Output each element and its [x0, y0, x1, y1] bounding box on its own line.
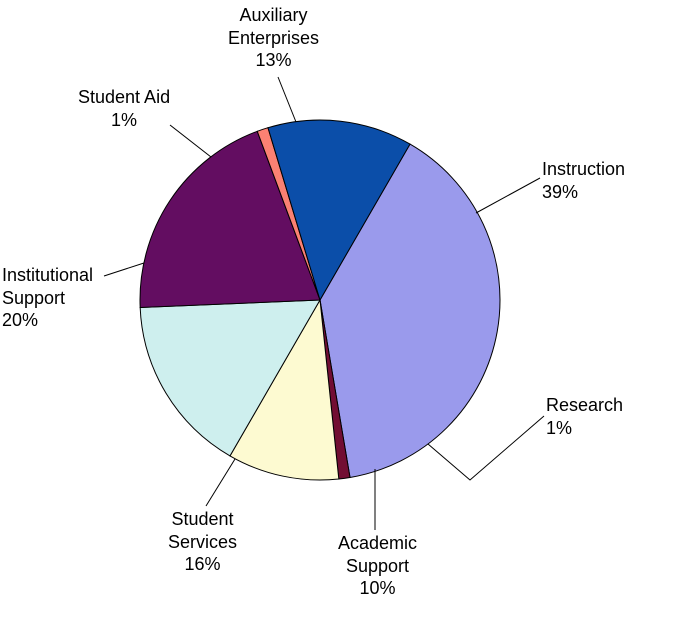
slice-label-research: Research 1% [546, 394, 623, 439]
slice-label-student-aid: Student Aid 1% [78, 86, 170, 131]
slice-label-auxiliary-enterprises: Auxiliary Enterprises 13% [228, 4, 319, 72]
slice-label-student-services: Student Services 16% [168, 508, 237, 576]
slice-label-academic-support: Academic Support 10% [338, 532, 417, 600]
slice-label-institutional-support: Institutional Support 20% [2, 264, 93, 332]
slice-label-instruction: Instruction 39% [542, 158, 625, 203]
pie-chart: Instruction 39% Research 1% Academic Suppo… [0, 0, 700, 619]
